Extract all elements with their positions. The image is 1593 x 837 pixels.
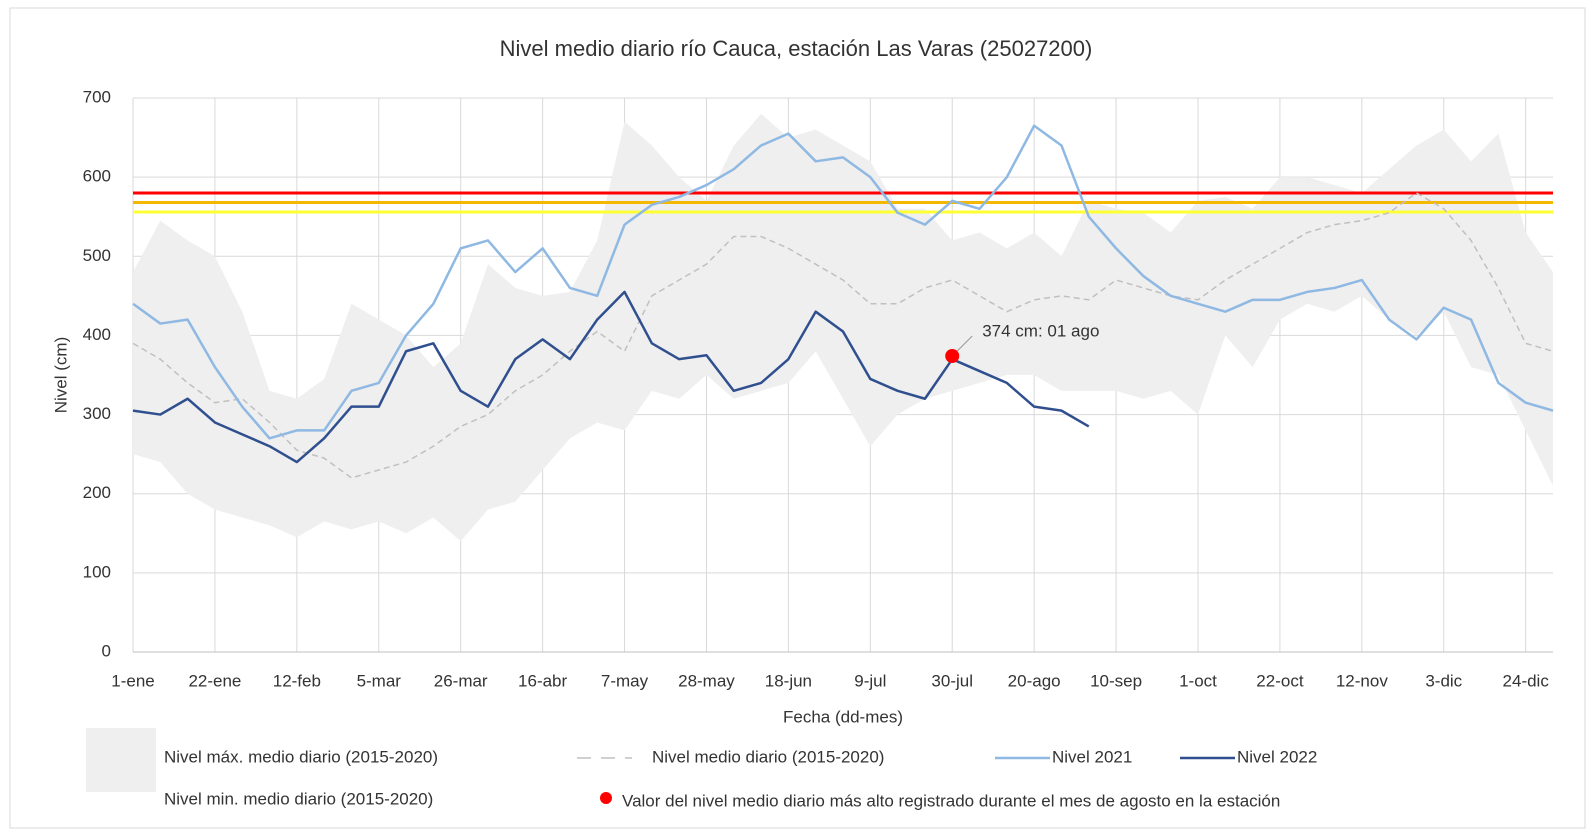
y-tick-label: 300 — [83, 404, 111, 423]
x-tick-label: 28-may — [678, 671, 735, 690]
highlight-point — [945, 349, 960, 364]
y-axis-title: Nivel (cm) — [51, 337, 70, 414]
x-tick-label: 22-ene — [188, 671, 241, 690]
y-tick-label: 0 — [102, 641, 111, 660]
x-tick-label: 1-ene — [111, 671, 154, 690]
x-tick-label: 9-jul — [854, 671, 886, 690]
x-tick-label: 20-ago — [1008, 671, 1061, 690]
legend-swatch — [86, 728, 156, 792]
y-tick-label: 200 — [83, 483, 111, 502]
range-band — [133, 113, 1553, 542]
legend-label: Valor del nivel medio diario más alto re… — [622, 791, 1280, 810]
series-line — [132, 192, 1554, 479]
x-axis-title: Fecha (dd-mes) — [783, 707, 903, 726]
x-tick-label: 5-mar — [357, 671, 402, 690]
x-tick-label: 12-feb — [273, 671, 321, 690]
legend-label: Nivel medio diario (2015-2020) — [652, 747, 884, 766]
y-tick-label: 700 — [83, 87, 111, 106]
series-line — [132, 124, 1554, 440]
annotation-label: 374 cm: 01 ago — [982, 321, 1099, 340]
y-tick-label: 100 — [83, 562, 111, 581]
x-tick-label: 30-jul — [931, 671, 973, 690]
x-tick-label: 3-dic — [1425, 671, 1462, 690]
legend-label: Nivel 2021 — [1052, 747, 1132, 766]
legend-label: Nivel min. medio diario (2015-2020) — [164, 789, 433, 808]
y-tick-label: 400 — [83, 325, 111, 344]
x-tick-label: 22-oct — [1256, 671, 1304, 690]
series-line — [132, 290, 1090, 464]
y-tick-label: 500 — [83, 246, 111, 265]
x-tick-label: 12-nov — [1336, 671, 1388, 690]
chart-title: Nivel medio diario río Cauca, estación L… — [500, 36, 1093, 61]
x-tick-label: 24-dic — [1503, 671, 1550, 690]
legend-swatch — [600, 792, 612, 804]
legend-label: Nivel máx. medio diario (2015-2020) — [164, 747, 438, 766]
legend-label: Nivel 2022 — [1237, 747, 1317, 766]
x-tick-label: 18-jun — [765, 671, 812, 690]
x-tick-label: 26-mar — [434, 671, 488, 690]
x-tick-label: 10-sep — [1090, 671, 1142, 690]
x-tick-label: 16-abr — [518, 671, 567, 690]
y-tick-label: 600 — [83, 167, 111, 186]
x-tick-label: 7-may — [601, 671, 649, 690]
x-tick-label: 1-oct — [1179, 671, 1217, 690]
